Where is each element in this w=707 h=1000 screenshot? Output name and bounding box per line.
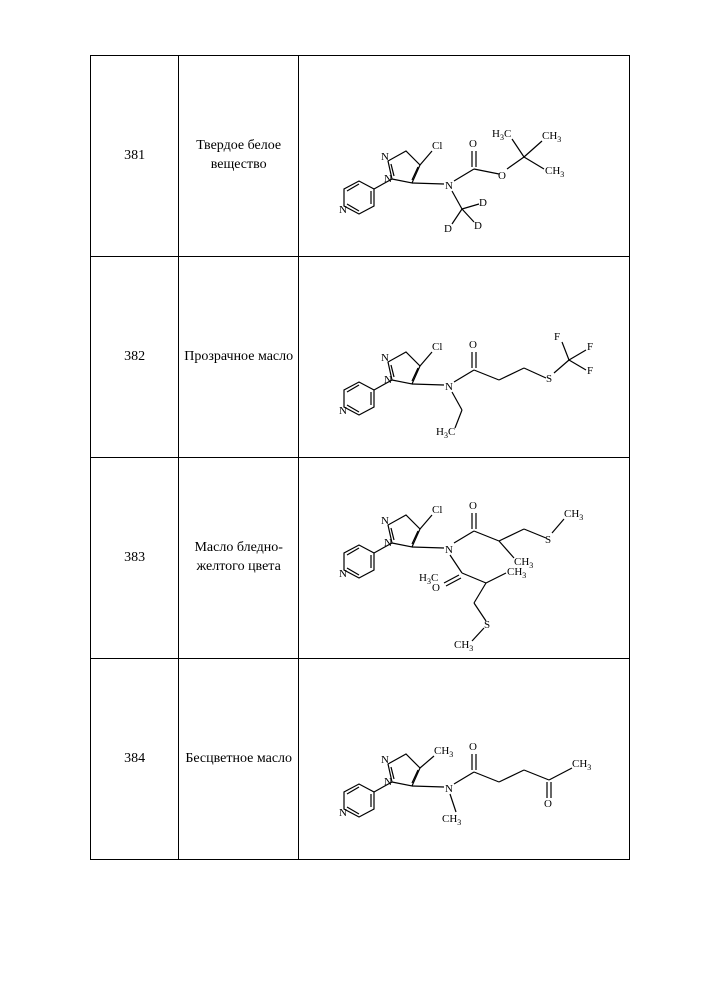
svg-text:O: O <box>469 741 477 753</box>
svg-text:CH3: CH3 <box>545 165 564 179</box>
compound-desc: Твердое белое вещество <box>179 56 299 257</box>
svg-text:S: S <box>545 534 551 546</box>
svg-text:O: O <box>469 500 477 512</box>
svg-text:N: N <box>381 754 389 766</box>
svg-text:Cl: Cl <box>432 504 442 516</box>
structure-384-svg: N N N CH3 N O O CH3 CH3 <box>314 672 614 847</box>
svg-text:O: O <box>498 170 506 182</box>
svg-text:N: N <box>339 568 347 580</box>
svg-text:D: D <box>479 197 487 209</box>
svg-text:F: F <box>587 341 593 353</box>
svg-text:N: N <box>445 544 453 556</box>
svg-text:CH3: CH3 <box>542 130 561 144</box>
svg-text:S: S <box>546 373 552 385</box>
svg-text:F: F <box>587 365 593 377</box>
svg-text:N: N <box>339 807 347 819</box>
compound-desc: Бесцветное масло <box>179 659 299 860</box>
svg-text:Cl: Cl <box>432 341 442 353</box>
svg-text:CH3: CH3 <box>454 639 473 653</box>
svg-text:N: N <box>384 776 392 788</box>
svg-text:H3C: H3C <box>492 128 511 142</box>
svg-text:N: N <box>339 204 347 216</box>
svg-text:N: N <box>339 405 347 417</box>
svg-text:N: N <box>381 352 389 364</box>
table-row: 383 Масло бледно-желтого цвета N N N Cl … <box>91 458 630 659</box>
svg-text:O: O <box>544 798 552 810</box>
structure-383-svg: N N N Cl N O CH3 S CH3 O H3C CH3 S CH3 <box>314 463 614 653</box>
table-row: 382 Прозрачное масло N N N Cl N O S F F … <box>91 257 630 458</box>
svg-text:F: F <box>554 331 560 343</box>
svg-text:H3C: H3C <box>436 426 455 440</box>
compound-structure: N N N Cl N O CH3 S CH3 O H3C CH3 S CH3 <box>299 458 630 659</box>
table-row: 381 Твердое белое вещество N N N Cl N O … <box>91 56 630 257</box>
compound-id: 382 <box>91 257 179 458</box>
compound-desc: Масло бледно-желтого цвета <box>179 458 299 659</box>
svg-text:D: D <box>474 220 482 232</box>
svg-text:Cl: Cl <box>432 140 442 152</box>
svg-text:N: N <box>445 381 453 393</box>
svg-text:N: N <box>381 151 389 163</box>
svg-text:N: N <box>445 180 453 192</box>
structure-381-svg: N N N Cl N O O H3C CH3 CH3 D D D <box>314 69 614 244</box>
svg-text:N: N <box>445 783 453 795</box>
compound-id: 383 <box>91 458 179 659</box>
structure-382-svg: N N N Cl N O S F F F H3C <box>314 270 614 445</box>
page: 381 Твердое белое вещество N N N Cl N O … <box>0 0 707 1000</box>
svg-text:H3C: H3C <box>419 572 438 586</box>
svg-text:S: S <box>484 619 490 631</box>
svg-text:N: N <box>384 173 392 185</box>
compound-structure: N N N CH3 N O O CH3 CH3 <box>299 659 630 860</box>
svg-text:D: D <box>444 223 452 235</box>
compound-id: 381 <box>91 56 179 257</box>
svg-text:CH3: CH3 <box>507 566 526 580</box>
svg-text:O: O <box>469 339 477 351</box>
svg-text:CH3: CH3 <box>434 745 453 759</box>
compound-structure: N N N Cl N O S F F F H3C <box>299 257 630 458</box>
svg-text:N: N <box>384 374 392 386</box>
compound-table: 381 Твердое белое вещество N N N Cl N O … <box>90 55 630 860</box>
svg-text:CH3: CH3 <box>564 508 583 522</box>
svg-text:CH3: CH3 <box>572 758 591 772</box>
svg-text:O: O <box>469 138 477 150</box>
svg-text:N: N <box>384 537 392 549</box>
svg-text:N: N <box>381 515 389 527</box>
compound-id: 384 <box>91 659 179 860</box>
compound-structure: N N N Cl N O O H3C CH3 CH3 D D D <box>299 56 630 257</box>
compound-desc: Прозрачное масло <box>179 257 299 458</box>
table-row: 384 Бесцветное масло N N N CH3 N O O CH3… <box>91 659 630 860</box>
svg-text:CH3: CH3 <box>442 813 461 827</box>
